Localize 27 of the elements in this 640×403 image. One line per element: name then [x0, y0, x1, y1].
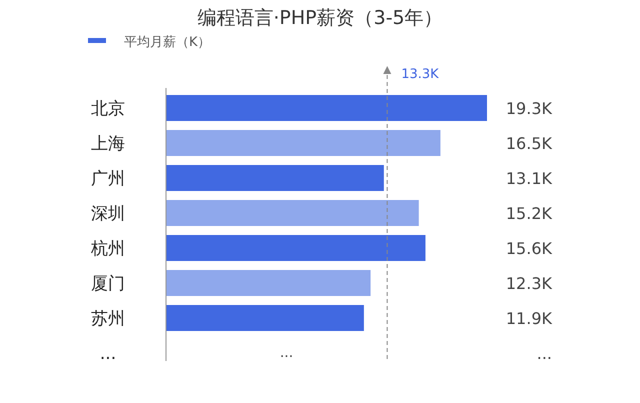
data-label: 12.3K	[506, 274, 552, 293]
data-label: 15.2K	[506, 204, 552, 223]
y-tick-label: ...	[100, 344, 116, 364]
text: ...	[536, 344, 552, 363]
y-tick-label: 厦门	[91, 274, 125, 294]
data-label: 16.5K	[506, 134, 552, 153]
y-tick-label: 杭州	[90, 239, 125, 259]
data-label: 15.6K	[506, 239, 552, 258]
bar	[166, 235, 426, 261]
legend-label: 平均月薪（K）	[124, 35, 211, 50]
data-label: 19.3K	[506, 99, 552, 118]
bar	[166, 165, 384, 191]
y-tick-label: 北京	[91, 99, 125, 119]
ref-line-label: 13.3K	[401, 67, 440, 82]
bar	[166, 130, 440, 156]
bar	[166, 95, 487, 121]
bar	[166, 270, 371, 296]
y-tick-label: 广州	[91, 169, 125, 189]
y-tick-label: 苏州	[91, 309, 125, 329]
data-label: 11.9K	[506, 309, 552, 328]
bar	[166, 305, 364, 331]
chart-title: 编程语言·PHP薪资（3-5年）	[197, 7, 443, 29]
y-tick-label: 上海	[91, 134, 125, 154]
annotation: ...	[280, 345, 294, 361]
data-label: 13.1K	[506, 169, 552, 188]
bar	[166, 200, 419, 226]
y-tick-label: 深圳	[91, 204, 125, 224]
